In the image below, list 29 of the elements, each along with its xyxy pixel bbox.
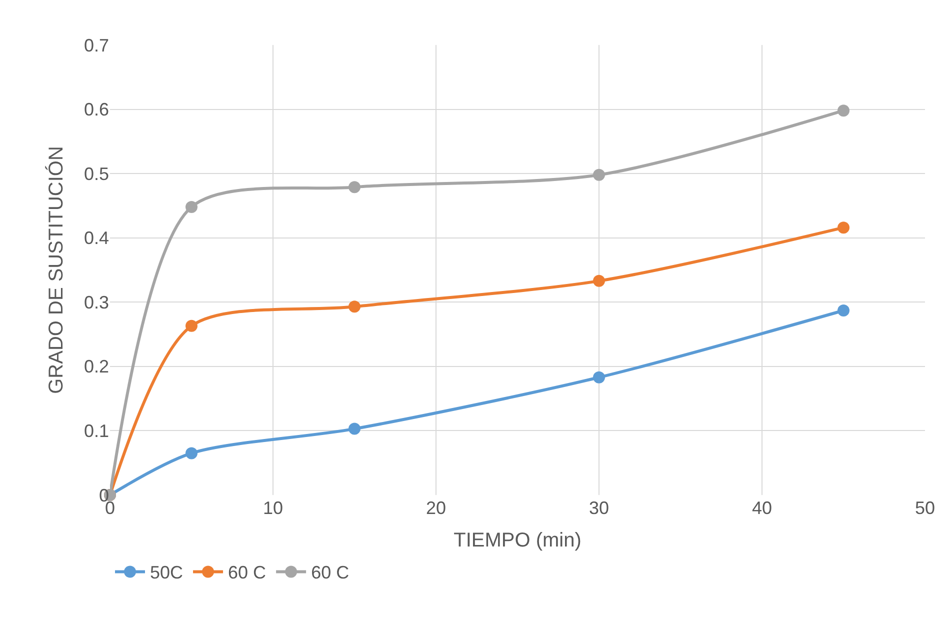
legend-label: 60 C: [311, 562, 350, 583]
point: [593, 274, 605, 287]
point: [186, 320, 198, 332]
point: [348, 181, 360, 194]
y-tick-label: 0.1: [84, 421, 109, 442]
x-tick-label: 40: [752, 498, 772, 518]
y-axis-title: GRADO DE SUSTITUCIÓN: [44, 146, 68, 394]
y-tick-label: 0.5: [84, 164, 109, 184]
point: [838, 304, 850, 316]
x-tick-label: 30: [588, 498, 610, 518]
point: [838, 222, 850, 234]
x-tick-label: 50: [914, 498, 936, 518]
legend-label: 50C: [150, 562, 184, 583]
point: [838, 104, 850, 117]
x-tick-label: 20: [426, 498, 446, 518]
point: [348, 300, 360, 313]
point: [186, 447, 198, 460]
y-tick-label: 0.2: [84, 356, 109, 377]
x-axis-title: TIEMPO (min): [454, 530, 582, 552]
point: [593, 371, 605, 384]
point: [348, 422, 360, 435]
y-tick-label: 0.3: [84, 292, 109, 312]
legend-label: 60 C: [228, 562, 266, 583]
y-tick-label: 0.4: [84, 228, 109, 248]
x-tick-label: 10: [262, 498, 284, 518]
point: [186, 201, 198, 213]
y-tick-label: 0.6: [84, 100, 109, 120]
point: [593, 168, 605, 181]
y-tick-label: 0.7: [84, 35, 109, 56]
